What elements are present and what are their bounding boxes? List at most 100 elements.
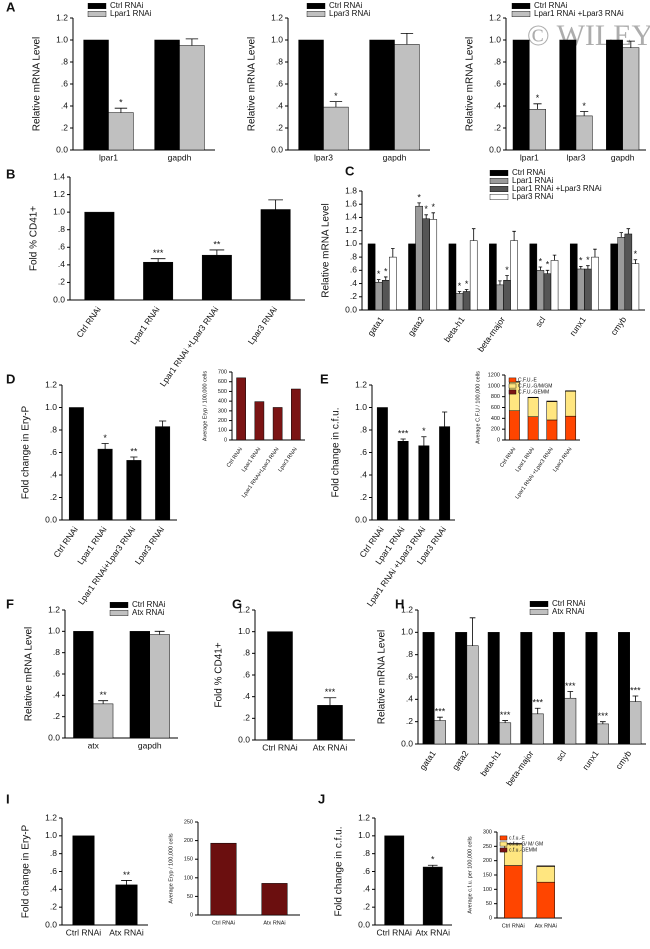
bar: [254, 401, 265, 441]
bar: [584, 268, 592, 311]
significance: *: [384, 266, 388, 276]
panel-letter: J: [318, 791, 325, 806]
bar: [631, 263, 640, 311]
bar: [577, 268, 585, 311]
y-tick-label: 1.2: [489, 12, 501, 22]
error-bar: [209, 249, 225, 256]
x-tick-label: runx1: [567, 314, 588, 337]
significance: ***: [325, 687, 336, 697]
x-tick-label: gata1: [417, 748, 438, 771]
y-tick-label: .4: [360, 469, 367, 479]
legend-swatch: [499, 835, 508, 841]
y-tick-label: 1.4: [53, 171, 65, 181]
y-tick-label: 1.4: [345, 212, 357, 222]
error-bar: [512, 230, 516, 241]
x-tick-label: gata2: [450, 748, 471, 771]
legend-label: Lpar3 RNAi: [512, 192, 554, 201]
y-axis-label: Fold change in Ery-P: [21, 405, 32, 499]
bar: [448, 243, 457, 311]
y-tick-label: 100: [218, 428, 227, 434]
x-tick-label: beta-h1: [478, 748, 503, 778]
y-axis-label: Average c.f.u. per 100,000 cells: [467, 836, 473, 914]
y-tick-label: 150: [483, 872, 492, 878]
legend-swatch: [529, 609, 549, 616]
significance: *: [417, 192, 421, 202]
error-bar: [150, 258, 166, 263]
error-bar: [567, 691, 574, 699]
error-bar: [437, 716, 443, 721]
y-tick-label: 400: [218, 399, 227, 405]
significance: *: [334, 91, 338, 101]
y-tick-label: .4: [53, 690, 60, 700]
x-tick-label: gata2: [406, 314, 427, 337]
bar: [565, 390, 577, 392]
y-tick-label: .8: [363, 848, 370, 858]
legend-label: Ctrl RNAi: [512, 168, 546, 177]
y-tick-label: .6: [276, 78, 283, 88]
error-bar: [159, 420, 167, 427]
bar: [591, 256, 599, 311]
significance: ***: [532, 698, 543, 708]
bar: [617, 237, 626, 311]
error-bar: [268, 199, 283, 210]
bar: [527, 397, 539, 417]
legend-label: Ctrl RNAi: [110, 1, 144, 10]
bar: [559, 39, 577, 151]
y-tick-label: .6: [61, 78, 68, 88]
y-axis-label: Average Eryp / 100,000 cells: [202, 371, 208, 441]
error-bar: [593, 248, 597, 258]
bar: [394, 44, 420, 151]
y-tick-label: 0.0: [45, 514, 57, 524]
bar: [434, 720, 446, 745]
error-bar: [400, 438, 406, 442]
x-tick-label: lpar3: [567, 152, 586, 162]
legend-swatch: [508, 389, 517, 395]
bar: [298, 39, 324, 151]
error-bar: [502, 720, 508, 723]
y-tick-label: .6: [243, 669, 250, 679]
y-tick-label: .6: [58, 242, 65, 252]
y-axis-label: Average Eryp / 100,000 cells: [168, 833, 174, 903]
error-bar: [130, 456, 138, 461]
legend-label: C.F.U.-G/M/GM: [518, 383, 552, 389]
y-tick-label: .4: [363, 884, 370, 894]
y-tick-label: .4: [494, 100, 501, 110]
y-axis-label: Fold change in c.f.u.: [331, 407, 342, 497]
error-bar: [121, 880, 132, 885]
bar: [260, 209, 291, 301]
y-tick-label: .2: [50, 901, 57, 911]
bar: [606, 39, 623, 151]
y-tick-label: 1.2: [56, 12, 68, 22]
y-tick-label: 0.0: [489, 144, 501, 154]
y-tick-label: 100: [184, 875, 193, 881]
significance: ***: [435, 707, 446, 717]
x-tick-label: Lpar3 RNAi: [552, 447, 573, 474]
x-tick-label: Ctrl RNAi: [262, 742, 298, 752]
error-bar: [534, 707, 541, 714]
panel-letter: I: [6, 791, 10, 806]
error-bar: [545, 269, 550, 274]
x-tick-label: beta-major: [504, 749, 536, 788]
y-tick-label: 0: [489, 915, 492, 921]
error-bar: [457, 291, 462, 294]
legend-swatch: [511, 3, 531, 9]
x-tick-label: runx1: [580, 748, 601, 771]
y-tick-label: .4: [243, 691, 250, 701]
legend-label: c.f.u.-G/ M/ GM: [509, 841, 543, 847]
x-tick-label: gapdh: [383, 152, 407, 162]
significance: *: [119, 98, 123, 108]
y-tick-label: .4: [406, 694, 413, 704]
bar: [618, 632, 630, 745]
y-tick-label: 1.0: [56, 34, 68, 44]
y-tick-label: 1.0: [53, 206, 65, 216]
panel-letter: B: [6, 166, 15, 181]
error-bar: [329, 101, 343, 108]
bar: [93, 703, 114, 739]
x-tick-label: gata1: [365, 314, 386, 337]
bar: [143, 261, 174, 301]
x-tick-label: gapdh: [138, 740, 162, 750]
y-tick-label: .2: [360, 492, 367, 502]
x-tick-label: Lpar3 RNAi: [133, 525, 166, 567]
y-tick-label: 200: [491, 427, 500, 433]
significance: *: [465, 279, 469, 289]
